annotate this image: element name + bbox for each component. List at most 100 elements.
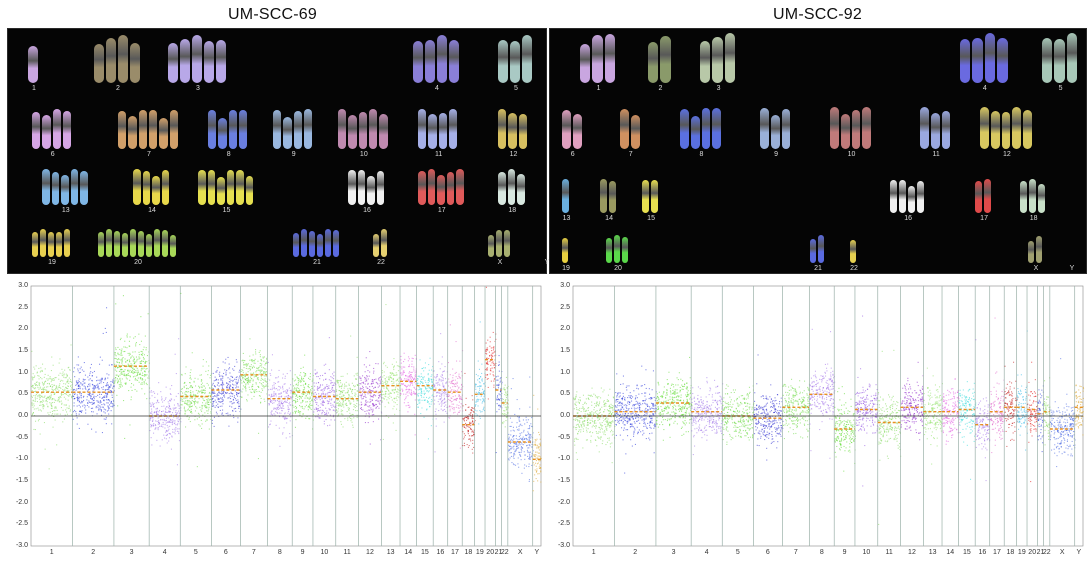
chromosome-7 xyxy=(169,110,178,149)
y-tick-label: -1.0 xyxy=(557,455,570,463)
y-tick-label: 1.0 xyxy=(18,368,28,376)
chromosome-11 xyxy=(930,112,940,149)
karyotype-label: 20 xyxy=(614,265,622,272)
chromosome-10 xyxy=(830,107,839,149)
x-tick-label: 20 xyxy=(486,549,495,556)
chromosome-series-Y xyxy=(1074,384,1085,436)
y-tick-label: -0.5 xyxy=(557,433,570,441)
x-tick-label: 15 xyxy=(962,549,971,556)
chromosome-series-22 xyxy=(1043,377,1051,446)
y-tick-label: 0.5 xyxy=(560,390,570,398)
y-tick-label: -3.0 xyxy=(15,542,28,549)
karyotype-label: 10 xyxy=(847,151,856,158)
chromosome-6 xyxy=(572,113,582,149)
chromosome-5 xyxy=(522,35,532,83)
chromosome-20 xyxy=(98,232,104,257)
karyotype-label: 7 xyxy=(628,151,633,158)
x-tick-label: 6 xyxy=(223,549,228,556)
chromosome-9 xyxy=(760,107,769,149)
x-tick-label: 1 xyxy=(591,549,596,556)
chromosome-8 xyxy=(208,110,217,149)
karyotype-label: 16 xyxy=(904,215,913,222)
karyotype-label: 22 xyxy=(850,265,858,272)
chromosome-18 xyxy=(1038,183,1046,213)
x-tick-label: 5 xyxy=(193,549,198,556)
y-tick-label: 1.5 xyxy=(18,347,28,354)
chromosome-series-6 xyxy=(753,354,784,461)
y-tick-label: -1.0 xyxy=(15,455,28,463)
chromosome-4 xyxy=(960,39,971,83)
x-tick-label: 13 xyxy=(928,549,937,556)
x-tick-label: 2 xyxy=(633,549,638,556)
chromosome-3 xyxy=(204,41,214,83)
chromosome-5 xyxy=(498,39,508,83)
chromosome-4 xyxy=(984,33,996,83)
chromosome-10 xyxy=(862,107,871,149)
chromosome-series-18 xyxy=(462,372,476,454)
chromosome-16 xyxy=(908,185,916,213)
karyotype-label: 3 xyxy=(716,85,721,92)
chromosome-3 xyxy=(192,35,202,83)
x-tick-label: 9 xyxy=(300,549,305,556)
karyotype-label: 17 xyxy=(437,207,446,214)
chromosome-11 xyxy=(449,109,458,149)
y-tick-label: 0.0 xyxy=(18,412,28,419)
karyotype-label: Y xyxy=(544,259,550,266)
chromosome-22 xyxy=(850,240,856,263)
chromosome-19 xyxy=(40,229,46,257)
x-tick-label: 5 xyxy=(735,549,740,556)
chromosome-4 xyxy=(413,41,423,83)
karyotype-label: Y xyxy=(1069,265,1075,272)
chromosome-series-18 xyxy=(1004,361,1018,447)
chromosome-21 xyxy=(293,233,299,257)
chromosome-11 xyxy=(920,107,929,149)
y-tick-label: 2.5 xyxy=(18,303,28,311)
chromosome-21 xyxy=(818,235,824,263)
chromosome-17 xyxy=(418,170,426,205)
chromosome-20 xyxy=(170,234,176,257)
chromosome-series-3 xyxy=(656,356,693,441)
chromosome-X xyxy=(488,234,494,257)
chromosome-X xyxy=(496,229,502,257)
karyotype-label: 13 xyxy=(562,215,571,222)
chromosome-14 xyxy=(609,180,617,213)
x-tick-label: 12 xyxy=(908,549,916,556)
karyotype-label: 6 xyxy=(570,151,575,158)
x-tick-label: Y xyxy=(534,549,540,556)
chromosome-series-8 xyxy=(809,328,836,459)
chromosome-20 xyxy=(622,237,628,263)
chromosome-20 xyxy=(614,235,620,263)
chromosome-11 xyxy=(438,112,447,149)
chromosome-series-5 xyxy=(722,384,755,445)
karyotype-label: 6 xyxy=(50,151,55,158)
chromosome-16 xyxy=(899,179,907,213)
chromosome-18 xyxy=(1020,181,1028,213)
chromosome-10 xyxy=(369,109,378,149)
x-tick-label: 8 xyxy=(277,549,282,556)
chromosome-5 xyxy=(1066,33,1078,83)
chromosome-14 xyxy=(600,179,608,213)
chromosome-8 xyxy=(218,117,227,149)
y-tick-label: 2.0 xyxy=(560,325,570,333)
karyotype-label: 1 xyxy=(32,85,36,92)
karyotype-label: 21 xyxy=(814,265,822,272)
chromosome-series-5 xyxy=(180,292,213,468)
chromosome-series-19 xyxy=(1016,330,1029,451)
chromosome-series-17 xyxy=(447,324,464,449)
karyotype-label: 5 xyxy=(514,85,518,92)
x-tick-label: 19 xyxy=(1017,549,1026,556)
y-tick-label: -2.5 xyxy=(557,520,570,528)
chromosome-series-2 xyxy=(614,365,657,474)
chromosome-14 xyxy=(161,169,169,205)
chromosome-20 xyxy=(154,229,160,257)
chromosome-series-13 xyxy=(381,304,402,440)
chromosome-7 xyxy=(128,116,137,149)
chromosome-9 xyxy=(770,115,780,149)
chromosome-series-20 xyxy=(1027,361,1039,483)
x-tick-label: 17 xyxy=(451,549,459,556)
chromosome-21 xyxy=(325,229,331,257)
karyotype-label: 14 xyxy=(148,207,156,214)
chromosome-13 xyxy=(42,169,50,205)
chromosome-series-X xyxy=(1049,358,1076,468)
y-tick-label: -1.5 xyxy=(15,477,28,484)
